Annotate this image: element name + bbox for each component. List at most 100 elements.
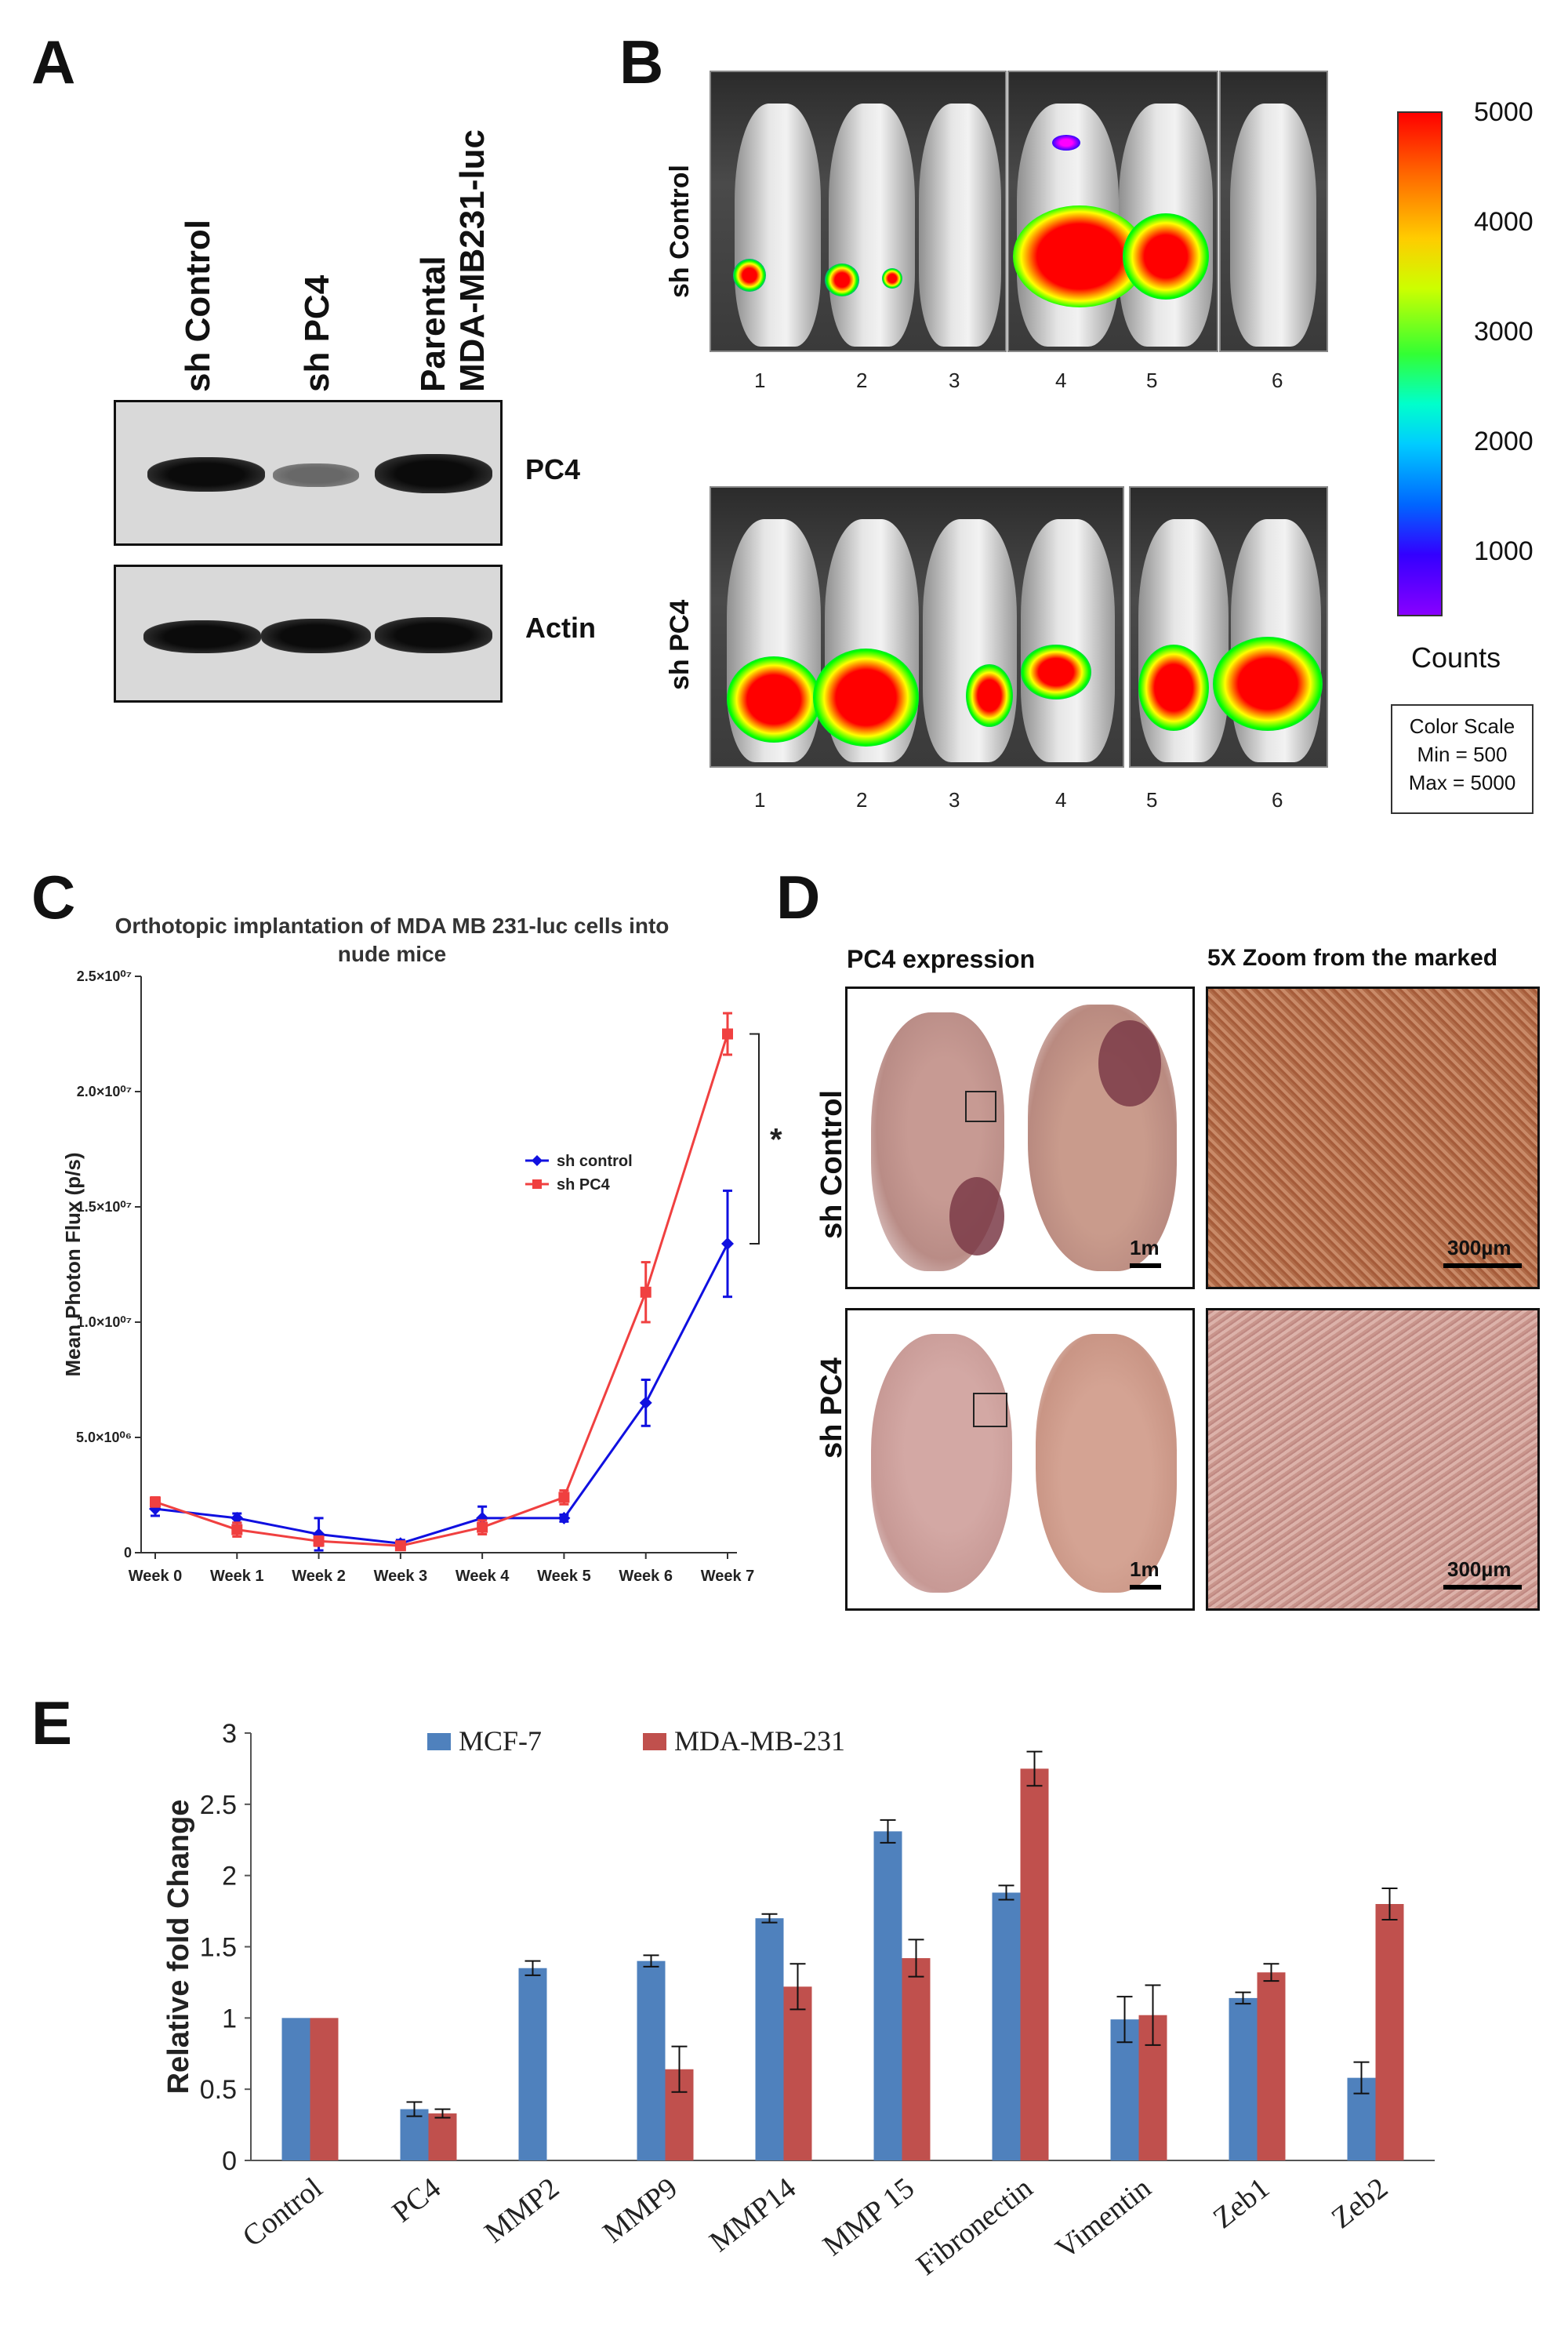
mouse xyxy=(735,104,821,347)
luminescence-signal xyxy=(1052,135,1080,151)
y-tick-label: 2 xyxy=(222,1862,237,1891)
colorbar-tick-2000: 2000 xyxy=(1474,427,1534,456)
legend-swatch xyxy=(427,1733,451,1750)
data-point xyxy=(557,1511,571,1524)
bar-mcf7 xyxy=(400,2109,429,2160)
mouse xyxy=(1230,104,1316,347)
zoom-heading: 5X Zoom from the marked xyxy=(1207,945,1498,971)
pc4-blot xyxy=(114,400,503,546)
zoom-marker xyxy=(973,1393,1007,1427)
luminescence-signal xyxy=(1123,213,1209,300)
lane-label-parental-line1: Parental xyxy=(414,256,452,392)
actin-blot-label: Actin xyxy=(525,612,596,644)
y-tick-label: 1.5×10⁰⁷ xyxy=(77,1199,132,1215)
y-tick-label: 0 xyxy=(124,1545,132,1561)
scale-label-1m: 1m xyxy=(1130,1236,1160,1259)
x-tick-label: Zeb1 xyxy=(1207,2171,1276,2235)
color-scale-max: Max = 5000 xyxy=(1408,771,1516,794)
x-tick-label: Week 0 xyxy=(129,1568,183,1585)
pc4-band-lane3 xyxy=(375,454,492,493)
mouse-image-group-control-1 xyxy=(710,71,1007,352)
histology-pc4: 1m xyxy=(845,1308,1195,1611)
colorbar-tick-5000: 5000 xyxy=(1474,97,1534,127)
tissue-section xyxy=(1036,1334,1177,1593)
mouse-number-top-2: 2 xyxy=(856,369,868,392)
tissue-dark-region xyxy=(1098,1020,1161,1106)
chart-title-line1: Orthotopic implantation of MDA MB 231-lu… xyxy=(115,914,670,938)
bar-mcf7 xyxy=(281,2018,310,2160)
bar-mda-mb-231 xyxy=(1375,1904,1404,2160)
panel-c-letter: C xyxy=(31,863,76,932)
row-label-sh-pc4: sh PC4 xyxy=(665,599,695,690)
lane-label-parental-line2: MDA-MB231-luc xyxy=(453,129,492,392)
legend-marker xyxy=(532,1155,543,1166)
bar-chart: 0 0.5 1 1.5 2 2.5 3 Relative fold Change Control… xyxy=(162,1719,1435,2282)
mouse-number-bottom-3: 3 xyxy=(949,788,960,812)
mouse-image-group-control-3 xyxy=(1219,71,1328,352)
zoom-pc4: 300µm xyxy=(1206,1308,1540,1611)
mouse-number-bottom-4: 4 xyxy=(1055,788,1067,812)
x-tick-label: MMP9 xyxy=(597,2171,684,2249)
data-point xyxy=(231,1524,243,1535)
x-tick-label: Week 5 xyxy=(537,1568,591,1585)
panel-b-letter: B xyxy=(619,27,664,96)
data-point xyxy=(640,1286,652,1298)
mouse xyxy=(923,519,1017,762)
significance-star: * xyxy=(770,1122,782,1157)
x-tick-label: Week 1 xyxy=(210,1568,264,1585)
x-tick-label: Week 3 xyxy=(374,1568,428,1585)
luminescence-signal xyxy=(882,268,902,289)
colorbar xyxy=(1397,111,1443,616)
x-tick-label: MMP 15 xyxy=(817,2171,920,2262)
significance-bracket xyxy=(750,1033,760,1245)
scale-bar xyxy=(1443,1263,1522,1268)
mouse xyxy=(829,104,915,347)
scale-bar xyxy=(1130,1263,1161,1268)
x-tick-label: Week 2 xyxy=(292,1568,346,1585)
legend-label: MCF-7 xyxy=(459,1725,542,1757)
actin-blot xyxy=(114,565,503,703)
d-row-label-sh-pc4: sh PC4 xyxy=(815,1357,848,1459)
colorbar-label: Counts xyxy=(1411,641,1501,674)
luminescence-signal xyxy=(733,259,766,292)
line-chart: Orthotopic implantation of MDA MB 231-lu… xyxy=(61,914,782,1585)
scale-label-300um: 300µm xyxy=(1447,1557,1512,1581)
mouse-image-group-pc4-2 xyxy=(1129,486,1328,768)
d-row-label-sh-control: sh Control xyxy=(815,1090,848,1239)
y-tick-label: 0 xyxy=(222,2146,237,2176)
scale-bar xyxy=(1130,1585,1161,1590)
data-point xyxy=(639,1396,652,1409)
bar-mcf7 xyxy=(637,1960,666,2160)
bar-mcf7 xyxy=(755,1918,784,2160)
colorbar-tick-3000: 3000 xyxy=(1474,317,1534,347)
legend-label: sh control xyxy=(557,1153,633,1170)
luminescence-signal xyxy=(727,656,821,743)
mouse-number-top-5: 5 xyxy=(1146,369,1158,392)
luminescence-signal xyxy=(825,263,859,296)
chart-title-line2: nude mice xyxy=(338,942,446,966)
panel-a-letter: A xyxy=(31,27,76,96)
y-tick-label: 3 xyxy=(222,1719,237,1749)
mouse-number-top-1: 1 xyxy=(754,369,766,392)
color-scale-min: Min = 500 xyxy=(1417,743,1508,766)
mouse-number-top-3: 3 xyxy=(949,369,960,392)
scale-bar xyxy=(1443,1585,1522,1590)
bar-mda-mb-231 xyxy=(1257,1972,1286,2160)
y-tick-label: 1.5 xyxy=(200,1933,237,1963)
actin-band-lane1 xyxy=(143,620,261,653)
y-tick-label: 1.0×10⁰⁷ xyxy=(77,1314,132,1330)
lane-label-sh-control: sh Control xyxy=(179,220,217,392)
mouse-number-bottom-2: 2 xyxy=(856,788,868,812)
x-tick-label: Fibronectin xyxy=(910,2171,1039,2282)
mouse-number-top-4: 4 xyxy=(1055,369,1067,392)
x-tick-label: Control xyxy=(237,2171,328,2254)
data-point xyxy=(394,1540,406,1552)
scale-label-300um: 300µm xyxy=(1447,1236,1512,1259)
mouse xyxy=(1021,519,1115,762)
y-tick-label: 5.0×10⁰⁶ xyxy=(76,1430,132,1445)
mouse-image-group-pc4-1 xyxy=(710,486,1124,768)
luminescence-signal xyxy=(1021,645,1091,699)
y-tick-label: 0.5 xyxy=(200,2075,237,2105)
mouse xyxy=(919,104,1001,347)
zoom-marker xyxy=(965,1091,996,1122)
